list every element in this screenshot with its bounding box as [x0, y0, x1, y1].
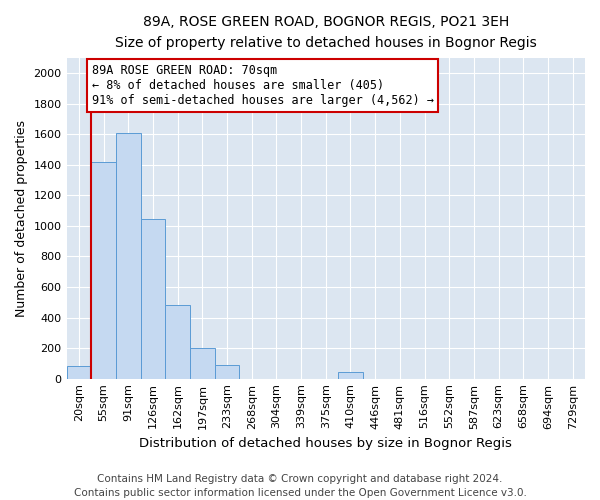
Bar: [165, 306, 190, 378]
Y-axis label: Number of detached properties: Number of detached properties: [15, 120, 28, 316]
X-axis label: Distribution of detached houses by size in Bognor Regis: Distribution of detached houses by size …: [139, 437, 512, 450]
Bar: [190, 348, 215, 378]
Bar: [116, 132, 140, 378]
Bar: [215, 365, 239, 378]
Bar: [140, 219, 165, 378]
Text: 89A ROSE GREEN ROAD: 70sqm
← 8% of detached houses are smaller (405)
91% of semi: 89A ROSE GREEN ROAD: 70sqm ← 8% of detac…: [92, 64, 434, 107]
Text: Contains HM Land Registry data © Crown copyright and database right 2024.
Contai: Contains HM Land Registry data © Crown c…: [74, 474, 526, 498]
Title: 89A, ROSE GREEN ROAD, BOGNOR REGIS, PO21 3EH
Size of property relative to detach: 89A, ROSE GREEN ROAD, BOGNOR REGIS, PO21…: [115, 15, 536, 50]
Bar: [91, 162, 116, 378]
Bar: [67, 366, 91, 378]
Bar: [338, 372, 363, 378]
